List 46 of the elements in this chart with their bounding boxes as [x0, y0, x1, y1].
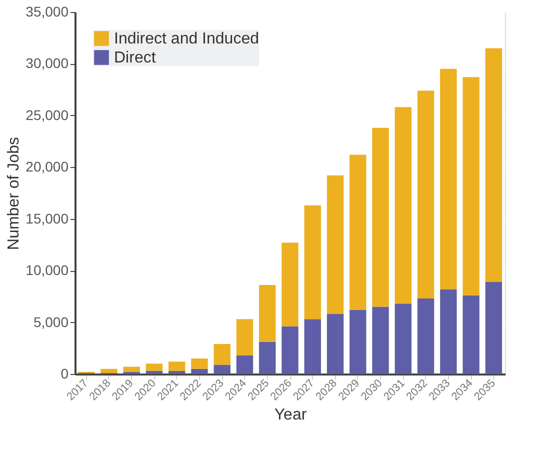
- bar: [236, 355, 254, 374]
- y-tick-label: 15,000: [26, 210, 69, 226]
- legend-label: Indirect and Induced: [114, 30, 259, 48]
- bar: [417, 298, 434, 374]
- bar: [259, 285, 276, 342]
- bar: [440, 68, 457, 290]
- bar: [394, 304, 412, 374]
- bar: [440, 289, 457, 374]
- bar: [191, 358, 208, 369]
- y-tick-label: 35,000: [26, 4, 69, 20]
- bar: [372, 306, 389, 374]
- bar: [372, 128, 389, 307]
- bar: [236, 319, 254, 356]
- bar: [282, 326, 298, 374]
- legend-label: Direct: [114, 50, 156, 66]
- bar: [417, 90, 434, 298]
- bar: [214, 344, 230, 365]
- bar: [168, 362, 186, 371]
- bar: [485, 282, 502, 374]
- bar: [326, 314, 344, 374]
- bar: [123, 366, 140, 372]
- bar: [146, 364, 163, 371]
- bar: [326, 175, 344, 314]
- bar: [462, 295, 480, 374]
- bar: [282, 242, 298, 326]
- y-tick-label: 20,000: [26, 158, 69, 175]
- bar: [350, 310, 366, 374]
- bar: [259, 342, 276, 374]
- bar: [168, 370, 186, 374]
- y-tick-label: 0: [60, 366, 69, 382]
- y-axis-title: Number of Jobs: [6, 137, 23, 250]
- bar: [100, 368, 118, 373]
- y-tick-label: 5,000: [33, 314, 69, 330]
- y-tick-label: 10,000: [26, 262, 69, 278]
- bar: [191, 368, 208, 374]
- bar: [304, 205, 321, 320]
- y-tick-label: 30,000: [26, 55, 69, 72]
- bar: [485, 48, 502, 282]
- y-tick-label: 25,000: [26, 106, 69, 123]
- bar: [304, 319, 321, 374]
- bar: [462, 77, 480, 296]
- x-axis-title: Year: [274, 406, 308, 424]
- bar: [146, 370, 163, 374]
- bar: [214, 364, 230, 374]
- bar: [350, 154, 366, 310]
- bar: [394, 107, 412, 304]
